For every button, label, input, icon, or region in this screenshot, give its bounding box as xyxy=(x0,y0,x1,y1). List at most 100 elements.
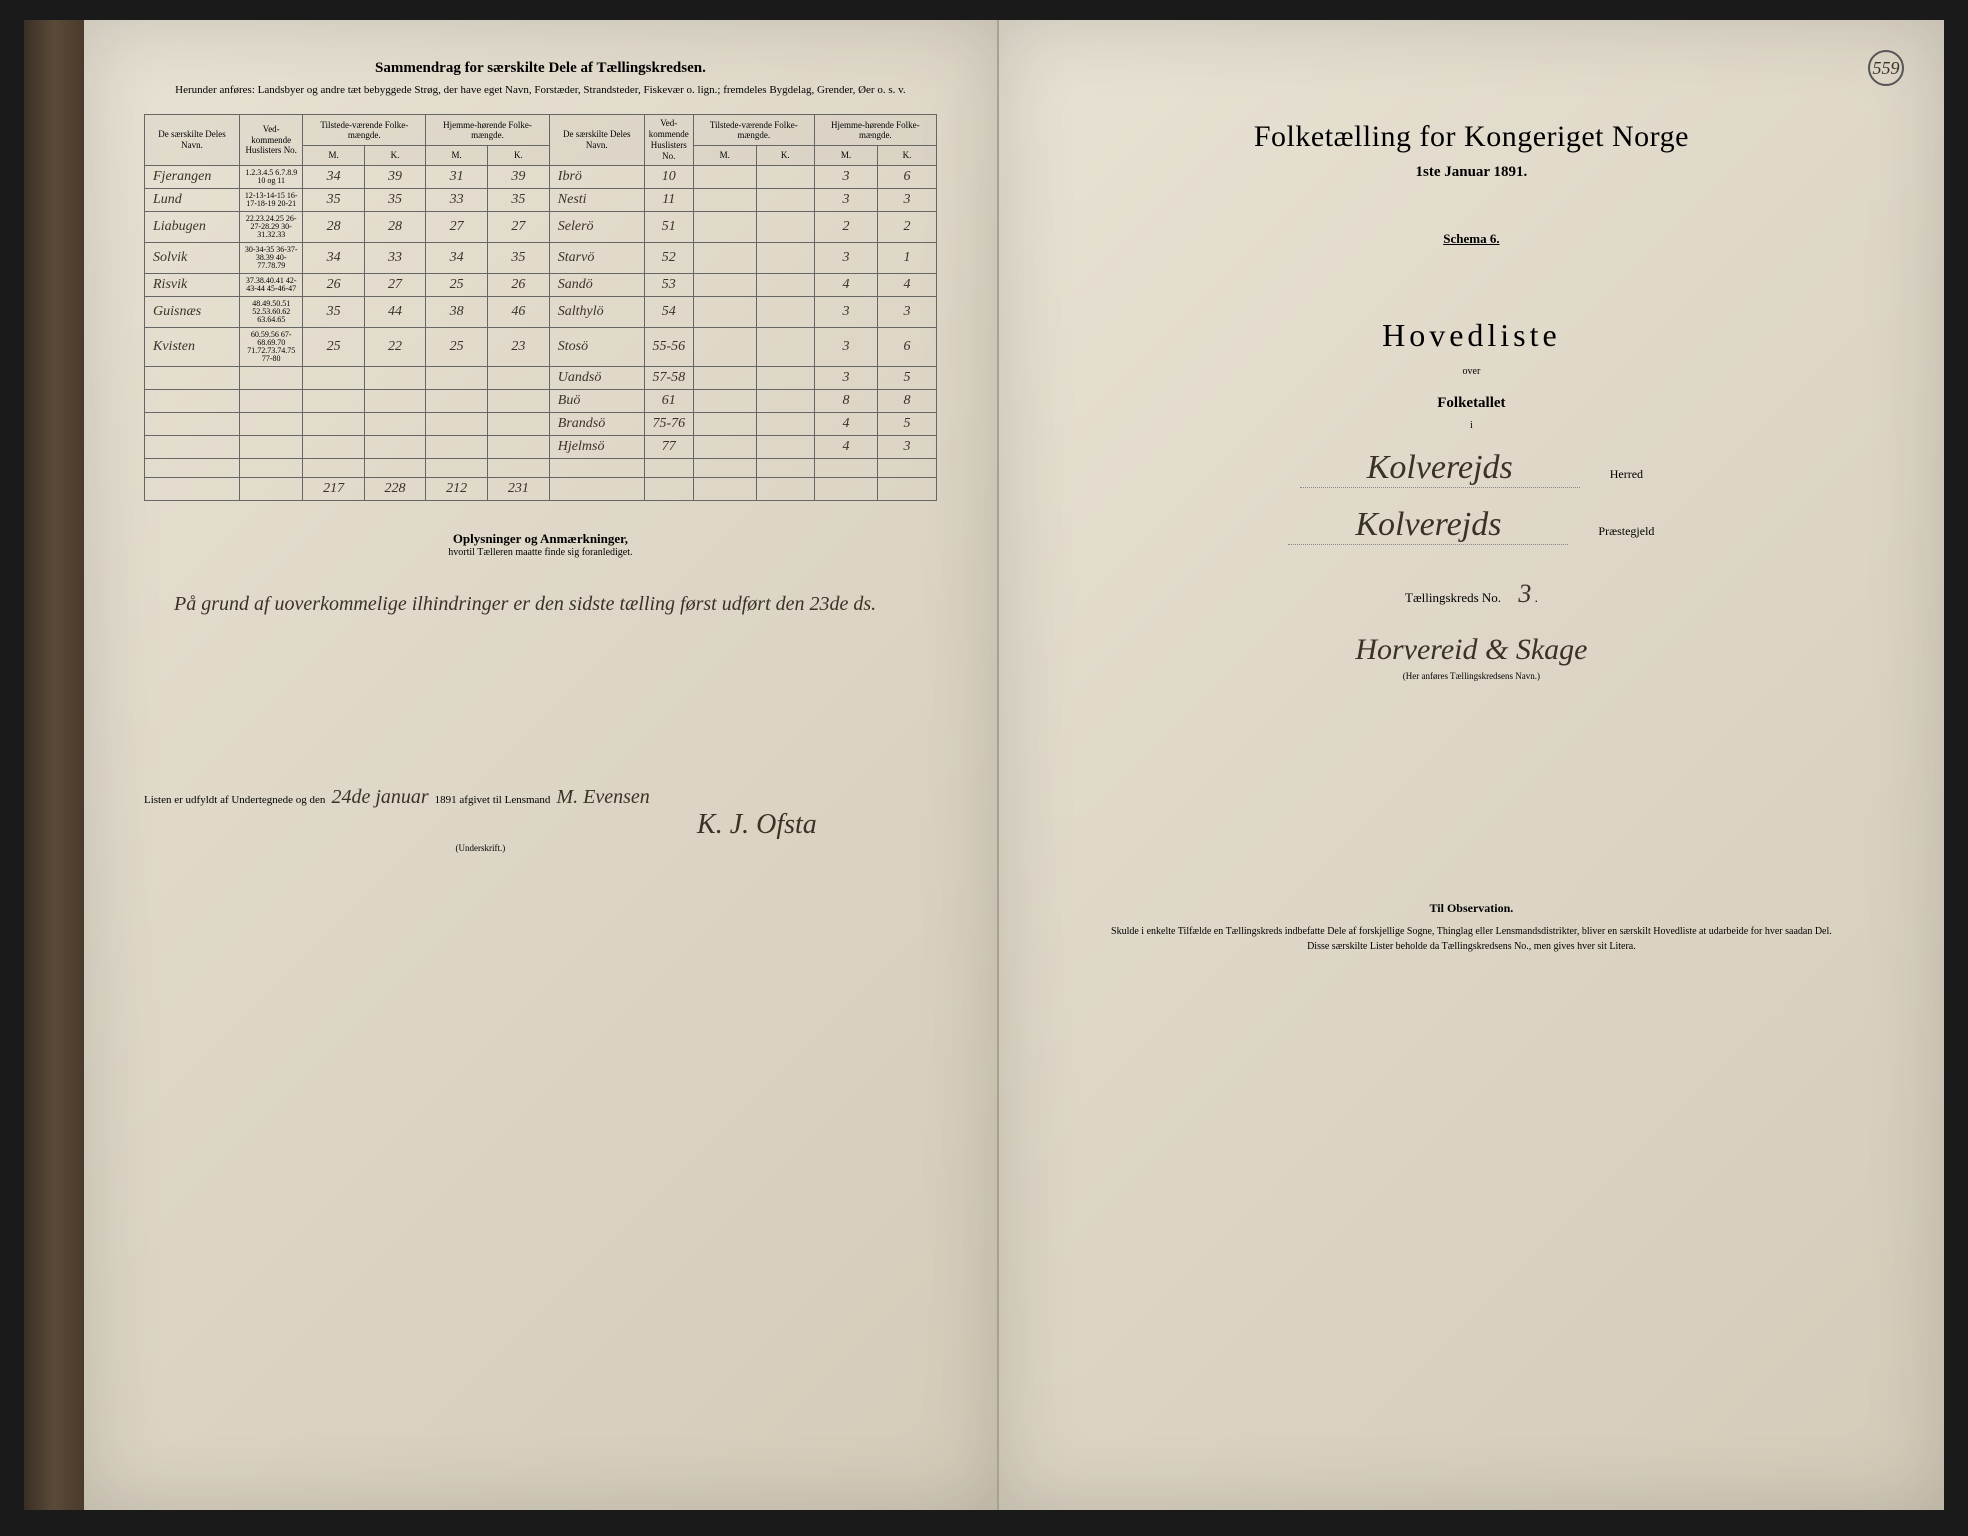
table-cell xyxy=(426,412,488,435)
table-cell: 1 xyxy=(878,242,937,273)
table-row: Brandsö75-7645 xyxy=(145,412,937,435)
table-cell: 26 xyxy=(487,273,549,296)
th-name-b: De særskilte Deles Navn. xyxy=(549,115,644,165)
table-cell: Solvik xyxy=(145,242,240,273)
table-cell: 6 xyxy=(878,327,937,366)
th-hjemme-b: Hjemme-hørende Folke-mængde. xyxy=(814,115,936,146)
kreds-name-line: Horvereid & Skage xyxy=(1059,633,1884,667)
table-cell xyxy=(878,477,937,500)
table-cell xyxy=(814,477,877,500)
table-cell xyxy=(878,458,937,477)
table-cell: 75-76 xyxy=(644,412,693,435)
th-name-a: De særskilte Deles Navn. xyxy=(145,115,240,165)
table-cell xyxy=(303,458,364,477)
table-cell: 217 xyxy=(303,477,364,500)
table-cell: Fjerangen xyxy=(145,165,240,188)
sign-lensmand: M. Evensen xyxy=(556,786,649,809)
table-cell xyxy=(549,477,644,500)
table-cell: 2 xyxy=(878,211,937,242)
table-cell: 30-34-35 36-37-38.39 40-77.78.79 xyxy=(240,242,303,273)
table-cell: 35 xyxy=(303,188,364,211)
notes-sub: hvortil Tælleren maatte finde sig foranl… xyxy=(144,547,937,558)
table-cell: 25 xyxy=(426,327,488,366)
table-cell: 10 xyxy=(644,165,693,188)
table-cell: 37.38.40.41 42-43-44 45-46-47 xyxy=(240,273,303,296)
table-cell: 57-58 xyxy=(644,366,693,389)
table-cell xyxy=(426,366,488,389)
table-row: Hjelmsö7743 xyxy=(145,435,937,458)
over-label: over xyxy=(1059,366,1884,377)
table-cell xyxy=(756,296,814,327)
table-row xyxy=(145,458,937,477)
th-m: M. xyxy=(303,146,364,165)
table-cell xyxy=(756,458,814,477)
table-cell xyxy=(240,458,303,477)
table-cell: Kvisten xyxy=(145,327,240,366)
table-cell xyxy=(303,366,364,389)
th-m: M. xyxy=(814,146,877,165)
table-cell xyxy=(426,435,488,458)
table-cell: 60.59.56 67-68.69.70 71.72.73.74.75 77-8… xyxy=(240,327,303,366)
table-cell: 35 xyxy=(364,188,425,211)
table-cell xyxy=(756,389,814,412)
table-cell: 4 xyxy=(814,412,877,435)
table-cell xyxy=(756,327,814,366)
right-page: 559 Folketælling for Kongeriget Norge 1s… xyxy=(999,20,1944,1510)
table-cell: Sandö xyxy=(549,273,644,296)
i-label: i xyxy=(1059,420,1884,431)
table-cell: 35 xyxy=(487,242,549,273)
th-hjemme-a: Hjemme-hørende Folke-mængde. xyxy=(426,115,550,146)
table-cell xyxy=(364,458,425,477)
census-table: De særskilte Deles Navn. Ved-kommende Hu… xyxy=(144,114,937,500)
table-cell xyxy=(693,242,756,273)
table-cell: 3 xyxy=(878,188,937,211)
table-cell xyxy=(693,477,756,500)
praestegjeld-field: Kolverejds Præstegjeld xyxy=(1059,506,1884,545)
table-row: Lund12-13-14-15 16-17-18-19 20-213535333… xyxy=(145,188,937,211)
table-cell: 4 xyxy=(878,273,937,296)
table-cell: 61 xyxy=(644,389,693,412)
sign-mid: 1891 afgivet til Lensmand xyxy=(435,794,551,806)
table-cell: 35 xyxy=(303,296,364,327)
table-cell xyxy=(693,273,756,296)
table-cell: 33 xyxy=(364,242,425,273)
table-cell: 23 xyxy=(487,327,549,366)
table-cell: Risvik xyxy=(145,273,240,296)
table-cell: Starvö xyxy=(549,242,644,273)
table-cell xyxy=(756,165,814,188)
table-cell: 3 xyxy=(814,165,877,188)
th-m: M. xyxy=(426,146,488,165)
left-page: Sammendrag for særskilte Dele af Tælling… xyxy=(84,20,999,1510)
table-cell: 3 xyxy=(814,296,877,327)
table-cell: 11 xyxy=(644,188,693,211)
sign-date: 24de januar xyxy=(331,786,428,809)
table-cell xyxy=(644,477,693,500)
table-cell xyxy=(693,296,756,327)
table-cell xyxy=(487,389,549,412)
table-row: Liabugen22.23.24.25 26-27-28.29 30-31.32… xyxy=(145,211,937,242)
table-cell: 5 xyxy=(878,366,937,389)
table-cell xyxy=(549,458,644,477)
table-cell: 25 xyxy=(426,273,488,296)
table-row: Solvik30-34-35 36-37-38.39 40-77.78.7934… xyxy=(145,242,937,273)
table-cell: 1.2.3.4.5 6.7.8.9 10 og 11 xyxy=(240,165,303,188)
observation-body: Skulde i enkelte Tilfælde en Tællingskre… xyxy=(1059,924,1884,954)
table-cell: 27 xyxy=(487,211,549,242)
table-cell xyxy=(693,211,756,242)
table-cell xyxy=(756,273,814,296)
table-cell: 3 xyxy=(878,296,937,327)
table-cell: 51 xyxy=(644,211,693,242)
hovedliste-title: Hovedliste xyxy=(1059,317,1884,354)
table-cell: 28 xyxy=(364,211,425,242)
table-cell: 46 xyxy=(487,296,549,327)
table-cell xyxy=(814,458,877,477)
table-cell: 22.23.24.25 26-27-28.29 30-31.32.33 xyxy=(240,211,303,242)
table-cell: Brandsö xyxy=(549,412,644,435)
table-cell xyxy=(364,435,425,458)
table-cell: 27 xyxy=(364,273,425,296)
table-cell: 22 xyxy=(364,327,425,366)
table-cell: 28 xyxy=(303,211,364,242)
table-cell: Buö xyxy=(549,389,644,412)
table-cell xyxy=(487,366,549,389)
table-cell xyxy=(145,477,240,500)
